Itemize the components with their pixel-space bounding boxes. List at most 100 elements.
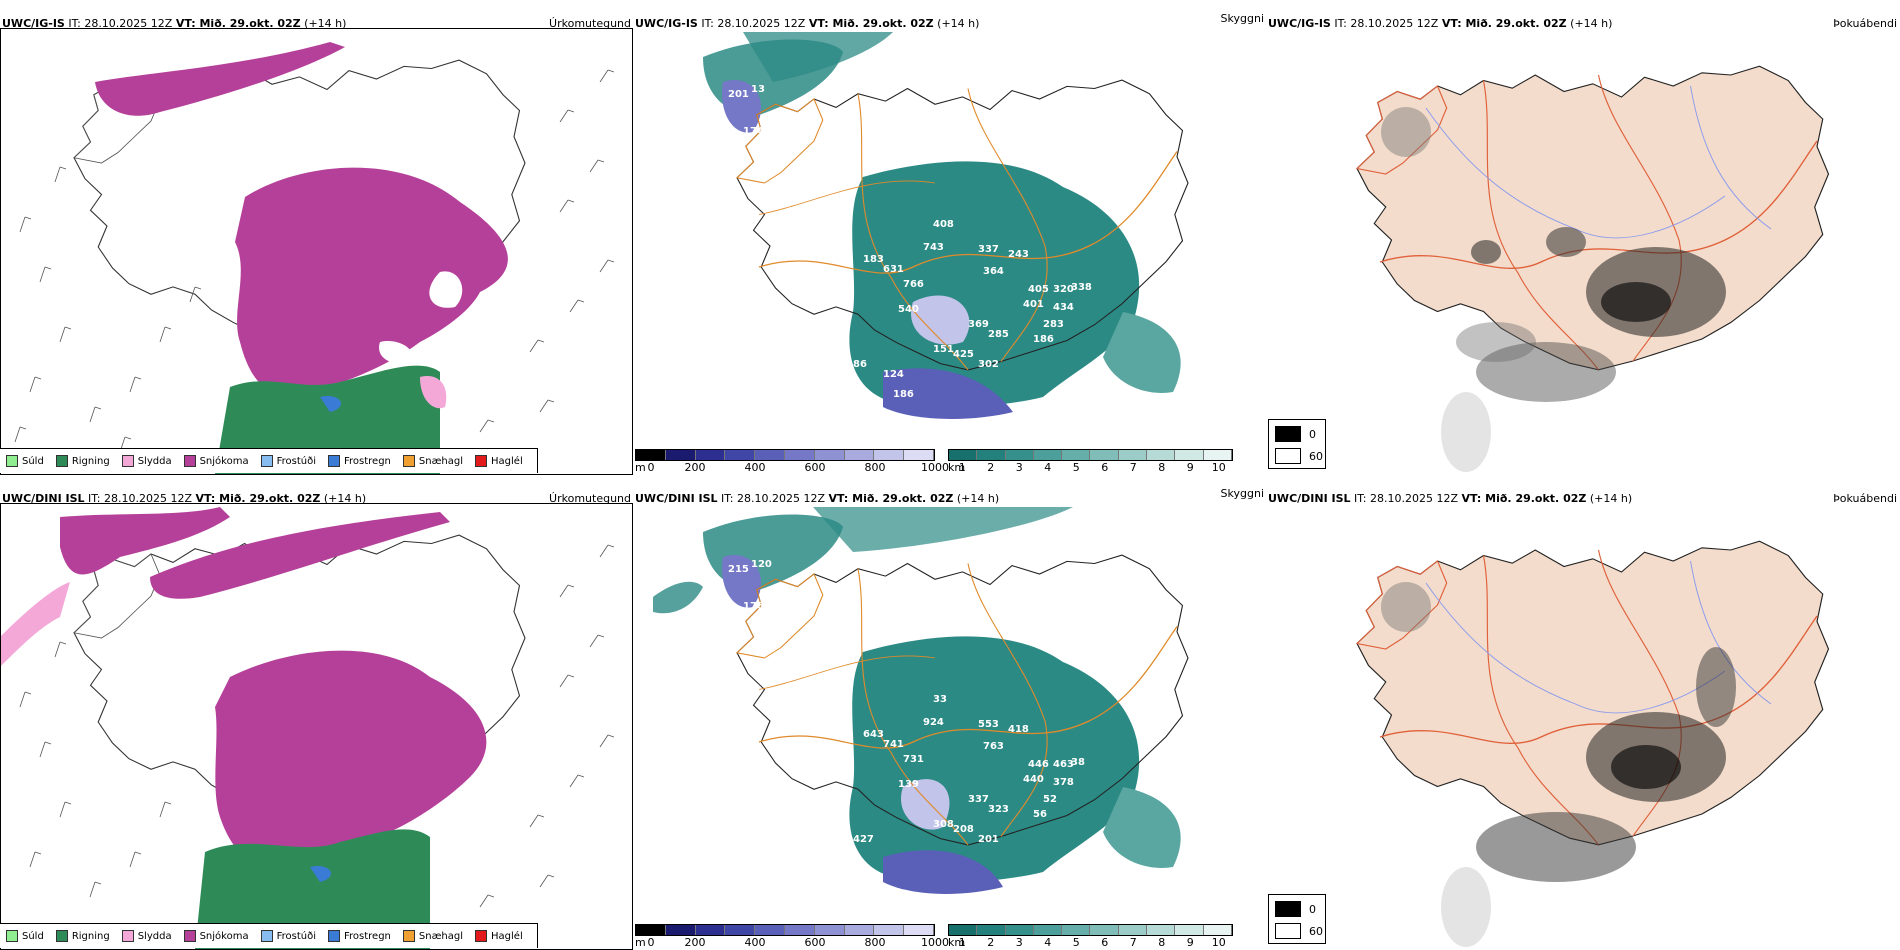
visibility-value-label: 385 xyxy=(788,119,809,130)
visibility-value-label: 337 xyxy=(968,794,989,805)
colorbar-step xyxy=(1033,925,1063,935)
precip-legend-item: Snæhagl xyxy=(402,930,464,942)
visibility-value-label: 731 xyxy=(903,754,924,765)
legend-swatch xyxy=(328,455,340,467)
lead-time: (+14 h) xyxy=(304,17,347,30)
precip-type-panel-2: UWC/DINI ISL IT: 28.10.2025 12Z VT: Mið.… xyxy=(0,487,633,950)
visibility-value-label: 540 xyxy=(898,304,919,315)
precip-type-panel-1: UWC/IG-IS IT: 28.10.2025 12Z VT: Mið. 29… xyxy=(0,12,633,475)
legend-label: Slydda xyxy=(137,930,172,942)
colorbar-step xyxy=(1147,925,1176,935)
lead-time: (+14 h) xyxy=(1589,492,1633,505)
precip-legend-item: Frostregn xyxy=(328,930,391,942)
legend-label: Haglél xyxy=(491,455,523,467)
precip-type-map-1 xyxy=(14,42,615,474)
valid-time: VT: Mið. 29.okt. 02Z xyxy=(828,492,954,505)
legend-swatch xyxy=(1275,448,1301,464)
precip-legend-item: Súld xyxy=(6,930,44,942)
colorbar-tick: 0 xyxy=(647,461,655,474)
visibility-value-label: 401 xyxy=(1023,299,1044,310)
legend-label: Rigning xyxy=(71,930,110,942)
low-vis-area xyxy=(849,636,1140,883)
legend-label: Snjókoma xyxy=(199,930,249,942)
visibility-value-label: 418 xyxy=(1008,724,1029,735)
init-time: IT: 28.10.2025 12Z xyxy=(68,17,173,30)
panel-title: Úrkomutegund xyxy=(549,17,631,30)
fog-index-panel-1: UWC/IG-IS IT: 28.10.2025 12Z VT: Mið. 29… xyxy=(1266,12,1899,475)
fog-legend-item: 0 xyxy=(1275,426,1325,442)
visibility-value-label: 201 xyxy=(978,834,999,845)
visibility-colorbar-km: km 1 2 3 4 5 6 7 8 9 10 xyxy=(948,449,1233,474)
visibility-value-label: 33 xyxy=(933,694,947,705)
colorbar-tick: 400 xyxy=(744,461,766,474)
visibility-value-label: 320 xyxy=(1053,284,1074,295)
lead-time: (+14 h) xyxy=(956,492,1000,505)
colorbar-step xyxy=(1062,450,1091,460)
colorbar-step xyxy=(755,925,785,935)
colorbar-tick: 1 xyxy=(958,936,966,949)
visibility-value-label: 215 xyxy=(728,564,749,575)
legend-label: Frostregn xyxy=(344,455,391,467)
colorbar-step xyxy=(636,450,666,460)
visibility-value-label: 763 xyxy=(983,741,1004,752)
visibility-value-label: 405 xyxy=(1028,284,1049,295)
legend-label: Frostúði xyxy=(276,455,316,467)
colorbar-step xyxy=(1175,450,1204,460)
visibility-labels-1: 201 13 431 385 174 186 408 743 337 243 631 364 183 76… xyxy=(728,84,1092,400)
panel-header: UWC/DINI ISL IT: 28.10.2025 12Z VT: Mið.… xyxy=(1268,492,1632,505)
colorbar-step xyxy=(904,925,934,935)
init-time: IT: 28.10.2025 12Z xyxy=(701,17,806,30)
colorbar-tick: 3 xyxy=(1015,461,1023,474)
visibility-value-label: 302 xyxy=(978,359,999,370)
panel-header: UWC/DINI ISL IT: 28.10.2025 12Z VT: Mið.… xyxy=(635,492,999,505)
model-name: UWC/IG-IS xyxy=(1268,17,1331,30)
visibility-value-label: 741 xyxy=(883,739,904,750)
visibility-colorbar-km: km 1 2 3 4 5 6 7 8 9 10 xyxy=(948,924,1233,949)
panel-header: UWC/IG-IS IT: 28.10.2025 12Z VT: Mið. 29… xyxy=(635,17,979,30)
visibility-value-label: 120 xyxy=(751,559,772,570)
precip-legend: Súld Rigning Slydda Snjókoma Frostúði Frostre… xyxy=(0,448,538,473)
visibility-value-label: 553 xyxy=(978,719,999,730)
precip-legend-item: Snjókoma xyxy=(183,455,249,467)
fog-index-map-1 xyxy=(1356,65,1830,472)
visibility-value-label: 408 xyxy=(933,219,954,230)
legend-label: Snjókoma xyxy=(199,455,249,467)
colorbar-unit: km xyxy=(948,461,966,474)
visibility-value-label: 38 xyxy=(1071,757,1085,768)
panel-header: UWC/IG-IS IT: 28.10.2025 12Z VT: Mið. 29… xyxy=(2,17,346,30)
colorbar-unit: m xyxy=(635,936,646,949)
visibility-map-1: 201 13 431 385 174 186 408 743 337 243 631 364 183 76… xyxy=(703,32,1189,419)
valid-time: VT: Mið. 29.okt. 02Z xyxy=(808,17,934,30)
valid-time: VT: Mið. 29.okt. 02Z xyxy=(1441,17,1567,30)
legend-label: Snæhagl xyxy=(418,455,464,467)
colorbar-step xyxy=(1118,925,1148,935)
colorbar-tick: 8 xyxy=(1158,461,1166,474)
colorbar-step xyxy=(814,450,845,460)
colorbar-tick: 4 xyxy=(1044,461,1052,474)
legend-label: Snæhagl xyxy=(418,930,464,942)
visibility-value-label: 186 xyxy=(893,389,914,400)
legend-swatch xyxy=(55,930,68,942)
visibility-value-label: 427 xyxy=(853,834,874,845)
visibility-value-label: 369 xyxy=(968,319,989,330)
legend-swatch xyxy=(1275,923,1301,939)
wind-barbs xyxy=(19,544,615,908)
legend-label: 60 xyxy=(1309,449,1323,463)
visibility-value-label: 440 xyxy=(1023,774,1044,785)
visibility-value-label: 431 xyxy=(763,122,784,133)
visibility-value-label: 151 xyxy=(933,344,954,355)
colorbar-step xyxy=(977,925,1006,935)
fog-legend-item: 60 xyxy=(1275,923,1325,939)
colorbar-step xyxy=(1118,450,1148,460)
low-vis-area xyxy=(849,161,1140,408)
legend-label: Rigning xyxy=(71,455,110,467)
precip-legend-item: Haglél xyxy=(475,930,523,942)
colorbar-tick: 200 xyxy=(684,936,706,949)
colorbar-step xyxy=(949,925,978,935)
colorbar-tick: 7 xyxy=(1129,936,1137,949)
wind-barbs xyxy=(14,69,615,453)
legend-swatch xyxy=(260,930,273,942)
visibility-value-label: 174 xyxy=(743,126,764,137)
snow-area-north xyxy=(150,512,450,599)
init-time: IT: 28.10.2025 12Z xyxy=(1354,492,1459,505)
